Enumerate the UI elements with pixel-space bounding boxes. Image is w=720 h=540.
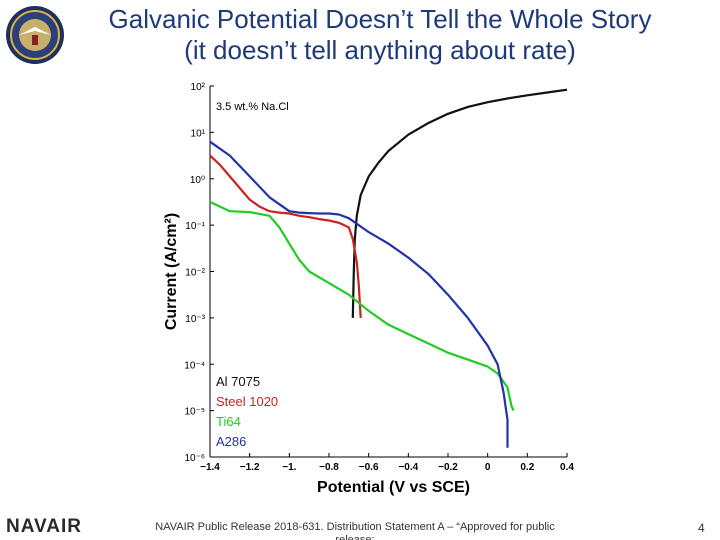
slide-title: Galvanic Potential Doesn’t Tell the Whol… — [80, 4, 680, 66]
series-line-al-7075 — [351, 88, 568, 318]
y-tick-label: 10⁻⁶ — [184, 453, 205, 464]
series-line-ti64 — [209, 200, 515, 412]
page-number: 4 — [698, 521, 705, 535]
x-tick-label: −0.8 — [319, 462, 339, 473]
legend-entry: Al 7075 — [216, 374, 260, 389]
legend-entry: Ti64 — [216, 414, 241, 429]
x-tick-label: −0.6 — [359, 462, 379, 473]
y-tick-label: 10⁰ — [190, 175, 205, 186]
footer-release-text: NAVAIR Public Release 2018-631. Distribu… — [155, 521, 555, 540]
x-tick-label: −1.4 — [200, 462, 220, 473]
y-tick-label: 10⁻³ — [185, 314, 205, 325]
navair-seal-logo — [6, 6, 64, 64]
series-line-steel-1020 — [209, 154, 362, 318]
slide-title-line1: Galvanic Potential Doesn’t Tell the Whol… — [108, 4, 652, 34]
y-tick-label: 10⁻⁵ — [184, 407, 205, 418]
legend-entry: A286 — [216, 434, 246, 449]
footer-brand: NAVAIR — [6, 516, 83, 537]
x-tick-label: −0.2 — [438, 462, 458, 473]
y-tick-label: 10⁻⁴ — [184, 360, 205, 371]
y-axis-title: Current (A/cm²) — [163, 213, 180, 330]
x-tick-label: 0.2 — [520, 462, 534, 473]
y-tick-label: 10⁻² — [185, 268, 205, 279]
series-line-a286 — [209, 140, 509, 448]
x-tick-label: 0.4 — [560, 462, 574, 473]
y-tick-label: 10⁻¹ — [185, 221, 205, 232]
x-tick-label: −1. — [282, 462, 296, 473]
y-tick-label: 10² — [191, 82, 206, 93]
y-tick-label: 10¹ — [191, 128, 206, 139]
legend-entry: Steel 1020 — [216, 394, 278, 409]
chart-axes — [209, 85, 568, 458]
chart-annotation: 3.5 wt.% Na.Cl — [216, 101, 289, 113]
x-axis-title: Potential (V vs SCE) — [317, 479, 470, 496]
chart-labels: −1.4 −1.2 −1. −0.8 −0.6 −0.4 −0.2 0 0.2 0.4 10⁻⁶ 10… — [163, 82, 574, 496]
chart-series-layer — [209, 88, 568, 448]
slide-title-line2: (it doesn’t tell anything about rate) — [184, 35, 576, 65]
x-tick-label: −0.4 — [398, 462, 418, 473]
x-tick-label: 0 — [485, 462, 491, 473]
x-tick-label: −1.2 — [240, 462, 260, 473]
